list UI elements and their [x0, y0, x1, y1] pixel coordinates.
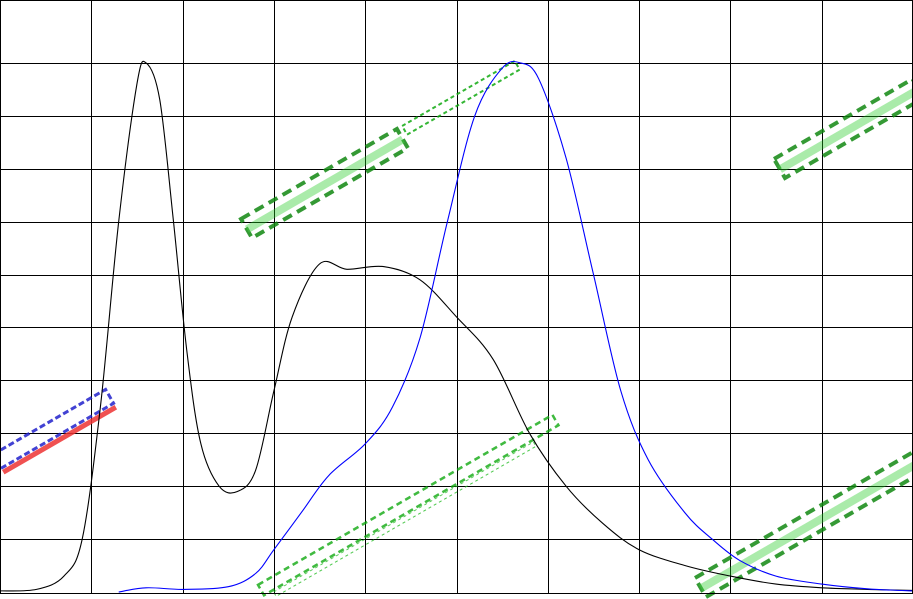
spectrum-chart [0, 0, 913, 599]
chart-canvas [0, 0, 913, 599]
chart-background [0, 0, 913, 599]
